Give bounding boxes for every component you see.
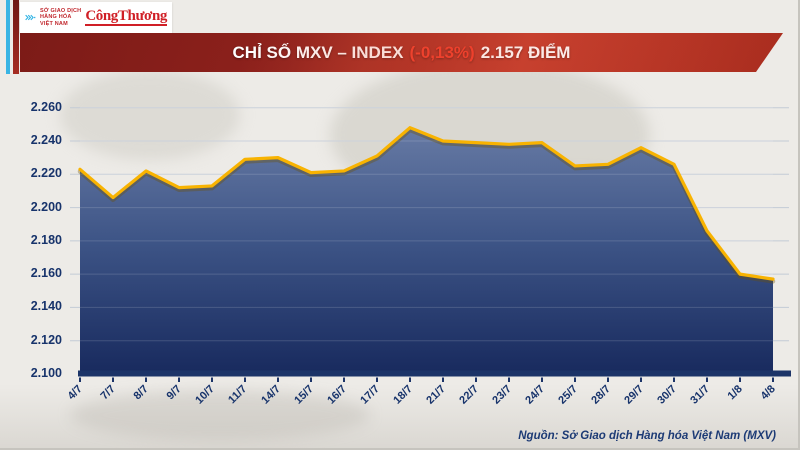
congthuong-logo: CôngThương	[85, 8, 167, 26]
left-stripe-cyan	[6, 0, 10, 74]
y-axis-tick-label: 2.260	[30, 99, 62, 114]
source-caption: Nguồn: Sở Giao dịch Hàng hóa Việt Nam (M…	[518, 430, 776, 442]
y-axis-tick-label: 2.180	[30, 232, 62, 247]
y-axis-tick-label: 2.240	[30, 132, 62, 147]
y-axis-tick-label: 2.200	[30, 199, 62, 214]
left-stripe-red	[13, 0, 19, 74]
mxv-org-name: SỞ GIAO DỊCH HÀNG HÓA VIỆT NAM	[40, 7, 82, 27]
y-axis-tick-label: 2.220	[30, 166, 62, 181]
logo-box: SỞ GIAO DỊCH HÀNG HÓA VIỆT NAM CôngThươn…	[20, 2, 172, 33]
brand-underline	[85, 24, 167, 26]
title-banner: CHỈ SỐ MXV – INDEX (-0,13%) 2.157 ĐIỂM	[20, 33, 783, 72]
y-axis-tick-label: 2.160	[30, 266, 62, 281]
y-axis-tick-label: 2.100	[30, 366, 62, 380]
change-percent: (-0,13%)	[409, 42, 475, 62]
y-axis-tick-label: 2.140	[30, 299, 62, 314]
chart-title: CHỈ SỐ MXV – INDEX	[232, 42, 404, 62]
y-axis-tick-label: 2.120	[30, 332, 62, 347]
mxv-logo-icon	[25, 14, 36, 21]
index-points: 2.157 ĐIỂM	[480, 42, 571, 62]
